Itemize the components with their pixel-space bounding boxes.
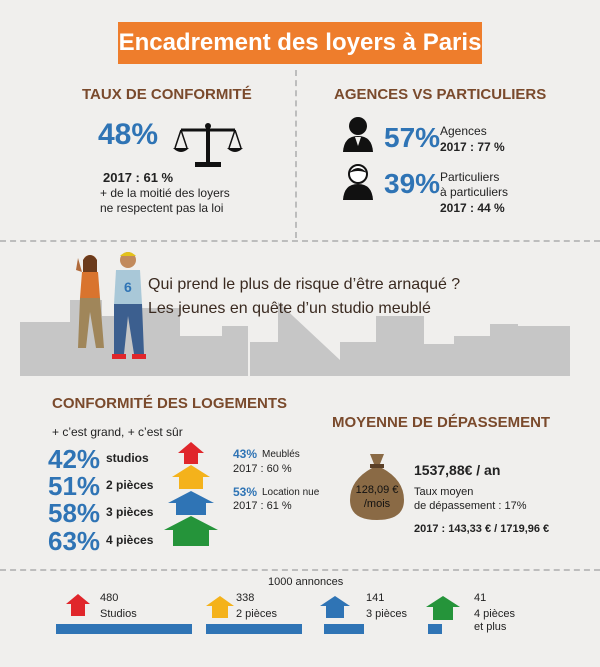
depassement-2017: 2017 : 143,33 € / 1719,96 €	[414, 523, 550, 535]
svg-text:6: 6	[124, 279, 132, 295]
money-bag-icon	[346, 450, 408, 522]
conformite-pct: 48%	[98, 118, 159, 151]
annonce-count: 41	[474, 592, 487, 604]
house-icon-green	[164, 516, 218, 546]
meubles-label: Meublés	[262, 449, 300, 460]
logement-row-pct: 51%	[48, 471, 101, 501]
nue-label: Location nue	[262, 487, 320, 498]
house-icon-red	[178, 442, 204, 464]
house-icon-yellow	[172, 465, 210, 489]
annonces-total: 1000 annonces	[268, 576, 344, 588]
divider-horizontal-2	[0, 569, 600, 571]
particuliers-pct: 39%	[384, 168, 441, 199]
conformite-heading: TAUX DE CONFORMITÉ	[82, 86, 252, 103]
annonce-label: 2 pièces	[236, 608, 277, 620]
logements-subtitle: + c’est grand, + c’est sûr	[52, 425, 183, 439]
logement-row-label: 3 pièces	[106, 505, 154, 519]
agences-heading: AGENCES VS PARTICULIERS	[334, 86, 547, 103]
annonce-count: 338	[236, 592, 255, 604]
risque-question: Qui prend le plus de risque d’être arnaq…	[148, 276, 461, 293]
house-icon-blue	[320, 596, 350, 618]
annonce-count: 141	[366, 592, 385, 604]
annonce-bar	[206, 624, 302, 634]
person-icon	[342, 164, 374, 200]
skyline-illustration	[0, 246, 600, 376]
logement-row-label: 4 pièces	[106, 533, 154, 547]
divider-vertical-top	[295, 70, 297, 238]
logement-row-label: 2 pièces	[106, 478, 154, 492]
page-title: Encadrement des loyers à Paris	[118, 22, 482, 64]
agences-2017: 2017 : 77 %	[440, 140, 505, 154]
agences-pct: 57%	[384, 122, 441, 153]
house-icon-blue	[168, 491, 214, 515]
meubles-2017: 2017 : 60 %	[233, 463, 292, 475]
annonce-label: Studios	[100, 608, 137, 620]
divider-horizontal-1	[0, 240, 600, 242]
house-icon-green	[426, 596, 460, 620]
annonce-label2: et plus	[474, 621, 507, 633]
man-icon	[342, 116, 374, 152]
house-icon-yellow	[206, 596, 234, 618]
risque-answer: Les jeunes en quête d’un studio meublé	[148, 300, 431, 317]
conformite-note2: ne respectent pas la loi	[100, 201, 224, 215]
agences-label: Agences	[440, 124, 487, 138]
particuliers-label1: Particuliers	[440, 170, 500, 184]
scale-icon	[173, 122, 243, 170]
nue-2017: 2017 : 61 %	[233, 500, 292, 512]
logement-row-pct: 42%	[48, 444, 101, 474]
logement-row-label: studios	[106, 451, 149, 465]
annonce-label: 4 pièces	[474, 608, 515, 620]
meubles-pct: 43%	[233, 447, 258, 461]
logements-heading: CONFORMITÉ DES LOGEMENTS	[52, 395, 288, 412]
annonce-bar	[428, 624, 442, 634]
particuliers-2017: 2017 : 44 %	[440, 201, 505, 215]
bag-unit: /mois	[363, 498, 391, 510]
annual-amount: 1537,88€ / an	[414, 462, 501, 478]
conformite-note1: + de la moitié des loyers	[100, 186, 230, 200]
depassement-heading: MOYENNE DE DÉPASSEMENT	[332, 414, 551, 431]
logement-row-pct: 58%	[48, 498, 101, 528]
house-icon-red	[66, 594, 90, 616]
bag-value: 128,09 €	[355, 484, 399, 496]
conformite-2017: 2017 : 61 %	[103, 170, 174, 185]
taux-moyen: Taux moyen	[414, 486, 474, 498]
particuliers-label2: à particuliers	[440, 185, 509, 199]
taux-depassement: de dépassement : 17%	[414, 500, 527, 512]
annonce-count: 480	[100, 592, 119, 604]
young-people-illustration: 6	[74, 250, 154, 360]
annonce-bar	[324, 624, 364, 634]
annonce-label: 3 pièces	[366, 608, 407, 620]
nue-pct: 53%	[233, 485, 258, 499]
logement-row-pct: 63%	[48, 526, 101, 556]
annonce-bar	[56, 624, 192, 634]
